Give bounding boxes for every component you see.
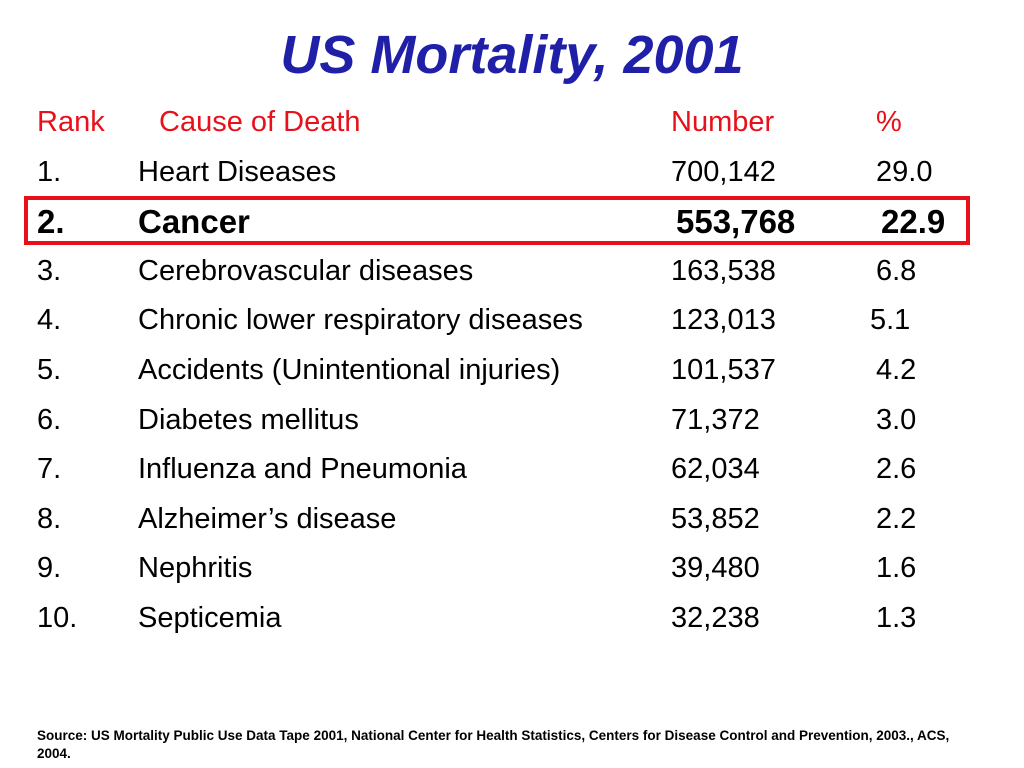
row-number: 32,238: [671, 601, 760, 634]
row-percent: 1.3: [876, 601, 917, 634]
table-row: 4. Chronic lower respiratory diseases 12…: [0, 296, 1024, 346]
row-cause: Influenza and Pneumonia: [138, 453, 467, 486]
table-row: 1. Heart Diseases 700,142 29.0: [0, 148, 1024, 198]
header-percent: %: [876, 106, 902, 138]
table-header-row: Rank Cause of Death Number %: [0, 98, 1024, 148]
row-rank: 10.: [37, 601, 78, 634]
table-row: 7. Influenza and Pneumonia 62,034 2.6: [0, 445, 1024, 495]
row-percent: 6.8: [876, 254, 917, 287]
row-rank: 1.: [37, 155, 62, 188]
row-number: 62,034: [671, 453, 760, 486]
source-citation: Source: US Mortality Public Use Data Tap…: [37, 728, 950, 761]
row-percent: 4.2: [876, 353, 917, 386]
row-rank: 5.: [37, 353, 62, 386]
row-rank: 2.: [37, 203, 65, 241]
row-percent: 22.9: [881, 203, 946, 241]
row-percent: 1.6: [876, 552, 917, 585]
row-rank: 7.: [37, 453, 62, 486]
row-cause: Alzheimer’s disease: [138, 502, 397, 535]
row-number: 163,538: [671, 254, 776, 287]
row-cause: Accidents (Unintentional injuries): [138, 353, 561, 386]
header-rank: Rank: [37, 106, 105, 138]
row-cause: Chronic lower respiratory diseases: [138, 304, 583, 337]
row-rank: 9.: [37, 552, 62, 585]
row-number: 700,142: [671, 155, 776, 188]
table-row: 6. Diabetes mellitus 71,372 3.0: [0, 396, 1024, 446]
highlight-box: [24, 196, 970, 245]
row-rank: 8.: [37, 502, 62, 535]
row-percent: 3.0: [876, 403, 917, 436]
row-cause: Heart Diseases: [138, 155, 337, 188]
row-rank: 4.: [37, 304, 62, 337]
row-percent: 2.6: [876, 453, 917, 486]
row-cause: Septicemia: [138, 601, 282, 634]
row-number: 53,852: [671, 502, 760, 535]
row-percent: 5.1: [870, 304, 911, 337]
mortality-table: Rank Cause of Death Number % 1. Heart Di…: [0, 98, 1024, 644]
row-number: 39,480: [671, 552, 760, 585]
table-row: 8. Alzheimer’s disease 53,852 2.2: [0, 495, 1024, 545]
row-rank: 3.: [37, 254, 62, 287]
row-cause: Cerebrovascular diseases: [138, 254, 474, 287]
row-number: 71,372: [671, 403, 760, 436]
row-number: 101,537: [671, 353, 776, 386]
row-cause: Cancer: [138, 203, 250, 241]
row-number: 123,013: [671, 304, 776, 337]
table-row: 9. Nephritis 39,480 1.6: [0, 544, 1024, 594]
table-row-highlighted: 2. Cancer 553,768 22.9: [0, 197, 1024, 247]
row-percent: 29.0: [876, 155, 933, 188]
table-row: 5. Accidents (Unintentional injuries) 10…: [0, 346, 1024, 396]
row-number: 553,768: [676, 203, 796, 241]
header-cause: Cause of Death: [159, 106, 361, 138]
row-cause: Diabetes mellitus: [138, 403, 359, 436]
table-row: 3. Cerebrovascular diseases 163,538 6.8: [0, 247, 1024, 297]
row-cause: Nephritis: [138, 552, 253, 585]
row-percent: 2.2: [876, 502, 917, 535]
row-rank: 6.: [37, 403, 62, 436]
table-row: 10. Septicemia 32,238 1.3: [0, 594, 1024, 644]
header-number: Number: [671, 106, 775, 138]
slide-title: US Mortality, 2001: [280, 25, 744, 85]
